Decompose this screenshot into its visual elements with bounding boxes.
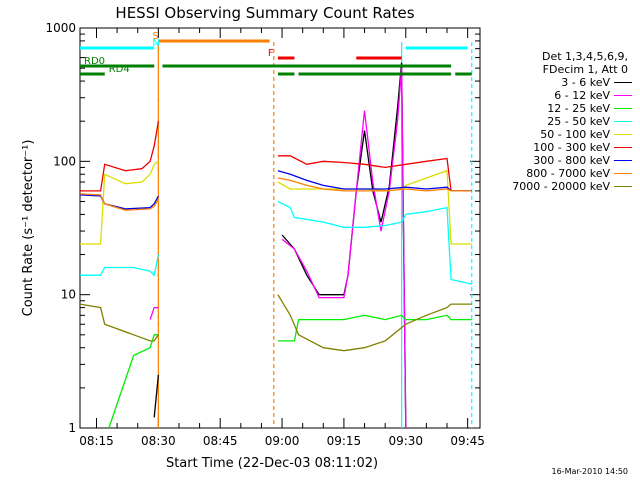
series-line-9	[277, 294, 472, 352]
x-tick-label: 09:15	[327, 434, 362, 448]
legend-entry: 800 - 7000 keV	[486, 167, 632, 180]
legend-swatch	[614, 147, 632, 148]
series-line-9	[79, 303, 159, 342]
y-tick-label: 1	[68, 421, 76, 435]
legend-entry: 6 - 12 keV	[486, 89, 632, 102]
legend-label: 300 - 800 keV	[533, 154, 610, 167]
series-line-8	[79, 193, 159, 211]
legend-header-line2: FDecim 1, Att 0	[542, 63, 628, 76]
series-line-1	[281, 62, 407, 429]
legend-label: 800 - 7000 keV	[526, 167, 610, 180]
chart-title: HESSI Observing Summary Count Rates	[115, 4, 414, 22]
series-line-5	[277, 169, 472, 245]
series-line-3	[108, 334, 159, 429]
state-bar-label-rd0: RD0	[84, 56, 105, 67]
y-tick-label: 100	[53, 154, 76, 168]
legend-swatch	[614, 108, 632, 109]
legend-entry: 100 - 300 keV	[486, 141, 632, 154]
x-tick-label: 09:00	[265, 434, 300, 448]
x-tick-label: 08:15	[79, 434, 114, 448]
series-line-5	[80, 160, 159, 245]
plot-frame	[79, 27, 481, 429]
state-bar-label-n: N	[152, 38, 159, 49]
state-bar-label-f: F	[268, 48, 274, 59]
legend-entry: 7000 - 20000 keV	[486, 180, 632, 193]
x-tick-label: 08:30	[141, 434, 176, 448]
legend-swatch	[614, 134, 632, 135]
series-line-6	[277, 155, 472, 192]
state-bar-label-rd4: RD4	[109, 64, 130, 75]
y-tick-label: 10	[61, 288, 76, 302]
legend-label: 6 - 12 keV	[554, 89, 610, 102]
legend-swatch	[614, 82, 632, 83]
legend-entry: 3 - 6 keV	[486, 76, 632, 89]
series-line-4	[80, 254, 160, 277]
legend-label: 3 - 6 keV	[561, 76, 610, 89]
series-line-8	[277, 177, 472, 192]
series-line-2	[281, 68, 407, 429]
series-line-3	[277, 314, 472, 342]
series-line-1	[153, 374, 160, 418]
legend: Det 1,3,4,5,6,9, FDecim 1, Att 0 3 - 6 k…	[486, 50, 632, 193]
x-axis-label: Start Time (22-Dec-03 08:11:02)	[166, 456, 378, 471]
series-line-7	[277, 170, 472, 192]
legend-label: 100 - 300 keV	[533, 141, 610, 154]
state-bar-label-s: S	[152, 31, 158, 42]
legend-header-line1: Det 1,3,4,5,6,9,	[541, 50, 628, 63]
series-line-4	[277, 200, 472, 285]
x-tick-label: 09:45	[450, 434, 485, 448]
legend-entry: 12 - 25 keV	[486, 102, 632, 115]
x-tick-label: 09:30	[388, 434, 423, 448]
legend-swatch	[614, 186, 632, 187]
legend-entry: 50 - 100 keV	[486, 128, 632, 141]
legend-label: 12 - 25 keV	[547, 102, 610, 115]
series-line-2	[149, 306, 159, 320]
series-line-6	[80, 121, 160, 192]
legend-swatch	[614, 95, 632, 96]
legend-swatch	[614, 160, 632, 161]
y-tick-label: 1000	[45, 21, 76, 35]
y-axis-label: Count Rate (s⁻¹ detector⁻¹)	[21, 140, 36, 317]
series-line-7	[79, 194, 159, 210]
legend-entry: 300 - 800 keV	[486, 154, 632, 167]
legend-swatch	[614, 173, 632, 174]
x-tick-label: 08:45	[203, 434, 238, 448]
legend-label: 50 - 100 keV	[540, 128, 610, 141]
legend-entry: 25 - 50 keV	[486, 115, 632, 128]
timestamp: 16-Mar-2010 14:50	[551, 467, 629, 476]
legend-label: 25 - 50 keV	[547, 115, 610, 128]
legend-swatch	[614, 121, 632, 122]
legend-label: 7000 - 20000 keV	[512, 180, 610, 193]
